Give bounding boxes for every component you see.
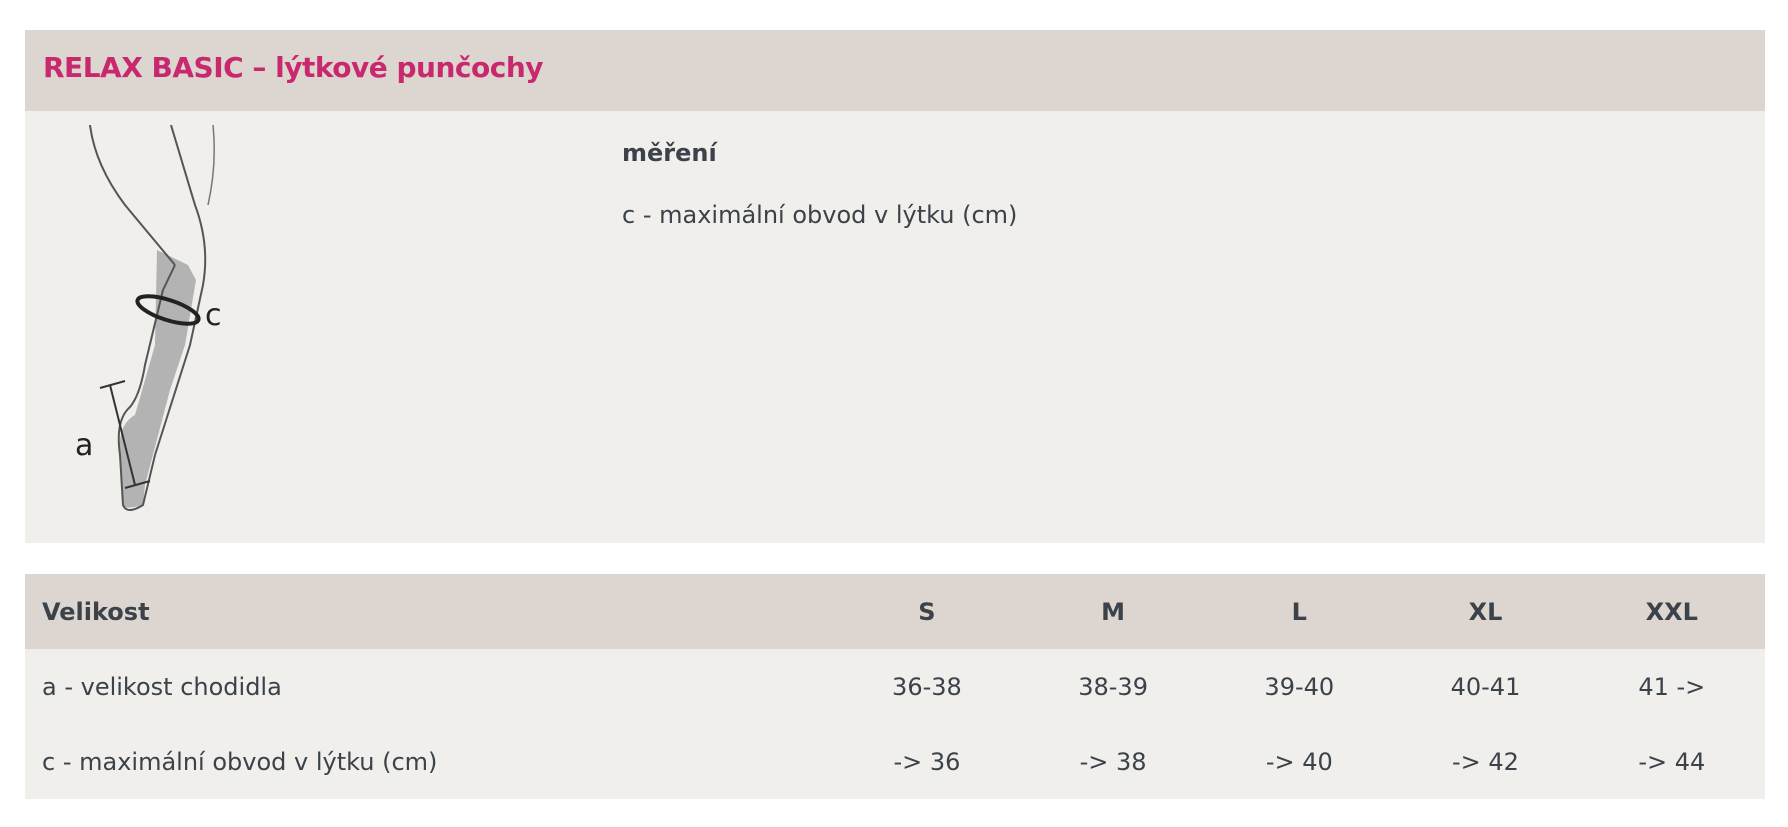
header-velikost: Velikost bbox=[42, 597, 150, 626]
cell: 39-40 bbox=[1264, 672, 1335, 701]
size-table: Velikost S M L XL XXL a - velikost chodi… bbox=[25, 574, 1765, 799]
header-xxl: XXL bbox=[1645, 597, 1698, 626]
header-m: M bbox=[1101, 597, 1126, 626]
table-header-row: Velikost S M L XL XXL bbox=[25, 574, 1765, 649]
leg-measurement-illustration: c a bbox=[75, 125, 222, 511]
stocking-shape bbox=[119, 250, 196, 508]
cell: -> 40 bbox=[1265, 747, 1333, 776]
row-label: c - maximální obvod v lýtku (cm) bbox=[42, 747, 438, 776]
cell: -> 38 bbox=[1079, 747, 1147, 776]
other-leg-outline bbox=[207, 125, 215, 206]
header-l: L bbox=[1291, 597, 1307, 626]
header-s: S bbox=[918, 597, 936, 626]
leg-back-outline bbox=[89, 125, 176, 266]
leg-outline bbox=[117, 125, 207, 511]
product-header: RELAX BASIC – lýtkové punčochy bbox=[25, 30, 1765, 111]
table-row: a - velikost chodidla 36-38 38-39 39-40 … bbox=[25, 649, 1765, 724]
cell: -> 44 bbox=[1638, 747, 1706, 776]
label-c: c bbox=[205, 298, 222, 333]
product-title: RELAX BASIC – lýtkové punčochy bbox=[43, 51, 544, 84]
cell: -> 42 bbox=[1452, 747, 1519, 776]
tick-bottom bbox=[124, 480, 151, 489]
cell: -> 36 bbox=[893, 747, 961, 776]
calf-circumference-ring bbox=[135, 294, 201, 326]
measurement-panel: c a měření c - maximální obvod v lýtku (… bbox=[25, 111, 1765, 543]
table-row: c - maximální obvod v lýtku (cm) -> 36 -… bbox=[25, 724, 1765, 799]
foot-length-line bbox=[109, 384, 136, 486]
cell: 36-38 bbox=[892, 672, 962, 701]
header-xl: XL bbox=[1468, 597, 1503, 626]
measurement-text: c - maximální obvod v lýtku (cm) bbox=[622, 201, 1018, 229]
measurement-heading: měření bbox=[622, 139, 717, 167]
cell: 38-39 bbox=[1078, 672, 1148, 701]
row-label: a - velikost chodidla bbox=[42, 672, 282, 701]
cell: 41 -> bbox=[1638, 672, 1706, 701]
cell: 40-41 bbox=[1450, 672, 1521, 701]
tick-top bbox=[99, 380, 126, 389]
label-a: a bbox=[75, 428, 93, 463]
